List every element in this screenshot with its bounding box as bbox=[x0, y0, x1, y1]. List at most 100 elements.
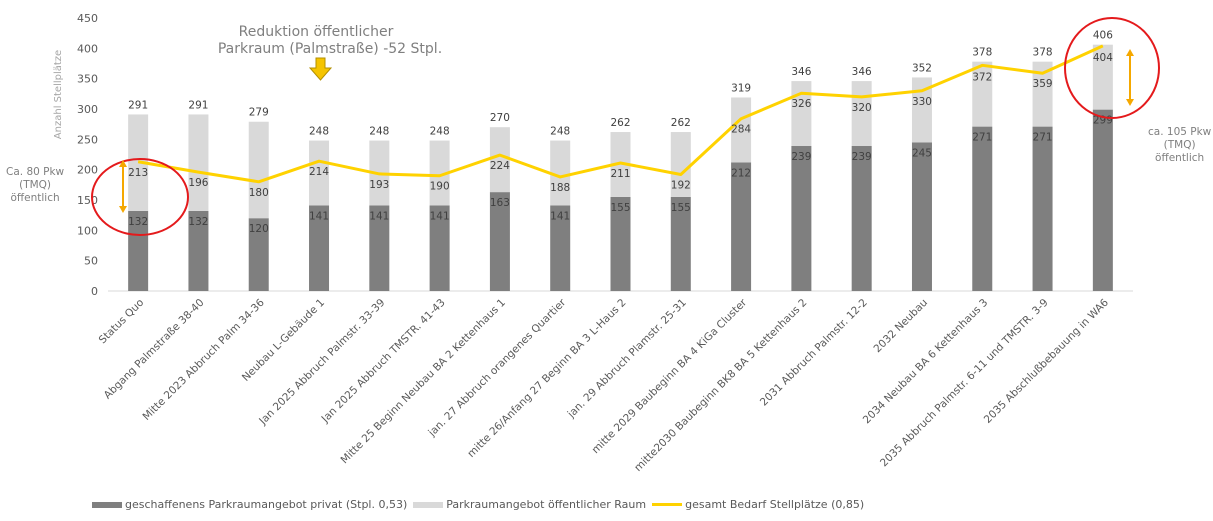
chart-legend: geschaffenens Parkraumangebot privat (St… bbox=[92, 498, 870, 511]
right-public-note: ca. 105 Pkw (TMQ) öffentlich bbox=[1148, 126, 1211, 165]
demand-label: 192 bbox=[671, 180, 691, 192]
bar-private bbox=[550, 205, 571, 291]
total-label: 346 bbox=[791, 66, 811, 78]
highlight-circle-left bbox=[91, 158, 189, 236]
total-label: 248 bbox=[550, 126, 570, 138]
bar-private bbox=[972, 126, 993, 292]
x-tick-label: 2031 Abbruch Palmstr. 12-2 bbox=[758, 297, 870, 409]
legend-label-private: geschaffenens Parkraumangebot privat (St… bbox=[125, 498, 408, 511]
y-tick-label: 200 bbox=[77, 164, 98, 177]
demand-label: 320 bbox=[852, 102, 872, 114]
total-label: 291 bbox=[188, 99, 208, 111]
bar-private bbox=[1032, 126, 1053, 292]
x-tick-label: Abgang Palmstraße 38-40 bbox=[102, 297, 207, 402]
bar-private bbox=[731, 162, 752, 291]
total-label: 262 bbox=[671, 117, 691, 129]
bar-private bbox=[610, 196, 631, 291]
demand-label: 211 bbox=[610, 168, 630, 180]
arrow-head-bottom bbox=[119, 206, 127, 213]
bar-private bbox=[791, 146, 812, 291]
y-tick-label: 350 bbox=[77, 73, 98, 86]
bar-public bbox=[550, 140, 571, 206]
bar-private bbox=[670, 196, 691, 291]
bar-private bbox=[851, 146, 872, 291]
reduction-text-line-2: Parkraum (Palmstraße) -52 Stpl. bbox=[218, 41, 442, 57]
bar-public bbox=[489, 127, 510, 193]
reduction-down-arrow bbox=[308, 57, 333, 81]
legend-item-private[interactable]: geschaffenens Parkraumangebot privat (St… bbox=[92, 498, 407, 511]
private-label: 141 bbox=[430, 210, 450, 222]
left-double-arrow bbox=[119, 160, 127, 213]
bar-private bbox=[489, 192, 510, 291]
demand-label: 372 bbox=[972, 71, 992, 83]
total-label: 319 bbox=[731, 82, 751, 94]
bar-private bbox=[188, 210, 209, 291]
bar-public bbox=[911, 77, 932, 143]
left-public-note: Ca. 80 Pkw (TMQ) öffentlich bbox=[6, 166, 64, 205]
bar-private bbox=[429, 205, 450, 291]
demand-label: 214 bbox=[309, 166, 329, 178]
y-axis-title: Anzahl Stellplätze bbox=[53, 50, 64, 139]
x-tick-label: jan. 27 Abbruch orangenes Quartier bbox=[425, 296, 568, 439]
x-tick-label: Status Quo bbox=[97, 297, 147, 347]
bar-public bbox=[1092, 44, 1113, 110]
total-label: 406 bbox=[1093, 30, 1113, 42]
y-tick-label: 50 bbox=[84, 255, 98, 268]
total-label: 346 bbox=[852, 66, 872, 78]
total-label: 352 bbox=[912, 62, 932, 74]
arrow-head-top bbox=[119, 160, 127, 167]
x-tick-label: 2034 Neubau BA 6 Kettenhaus 3 bbox=[861, 297, 991, 427]
total-label: 378 bbox=[1033, 47, 1053, 59]
bar-private bbox=[309, 205, 330, 291]
total-label: 378 bbox=[972, 47, 992, 59]
total-label: 279 bbox=[249, 107, 269, 119]
private-label: 239 bbox=[791, 151, 811, 163]
demand-label: 330 bbox=[912, 96, 932, 108]
x-tick-label: Jan 2025 Abbruch TMSTR. 41-43 bbox=[319, 297, 448, 426]
demand-label: 193 bbox=[369, 179, 389, 191]
private-label: 239 bbox=[852, 151, 872, 163]
private-label: 141 bbox=[550, 210, 570, 222]
right-note-line-1: ca. 105 Pkw bbox=[1148, 126, 1212, 138]
demand-label: 326 bbox=[791, 98, 811, 110]
x-tick-label: Mitte 2023 Abbruch Palm 34-36 bbox=[141, 296, 268, 423]
left-note-line-1: Ca. 80 Pkw bbox=[6, 166, 65, 178]
x-tick-label: 2035 Abschlußbebauung in WA6 bbox=[982, 296, 1111, 425]
demand-label: 224 bbox=[490, 160, 510, 172]
y-tick-label: 300 bbox=[77, 103, 98, 116]
total-label: 248 bbox=[309, 126, 329, 138]
demand-label: 213 bbox=[128, 167, 148, 179]
bar-public bbox=[309, 140, 330, 206]
private-label: 132 bbox=[128, 216, 148, 228]
bar-public bbox=[791, 81, 812, 147]
private-label: 132 bbox=[188, 216, 208, 228]
private-label: 271 bbox=[972, 132, 992, 144]
total-label: 291 bbox=[128, 99, 148, 111]
right-double-arrow bbox=[1126, 49, 1134, 106]
demand-label: 404 bbox=[1093, 52, 1113, 64]
legend-label-public: Parkraumangebot öffentlicher Raum bbox=[446, 498, 647, 511]
x-tick-label: Jan 2025 Abbruch Palmstr. 33-39 bbox=[256, 297, 387, 428]
private-label: 271 bbox=[1033, 132, 1053, 144]
demand-label: 188 bbox=[550, 182, 570, 194]
y-tick-label: 450 bbox=[77, 12, 98, 25]
demand-label: 180 bbox=[249, 187, 269, 199]
private-label: 141 bbox=[369, 210, 389, 222]
total-label: 248 bbox=[369, 126, 389, 138]
legend-item-demand[interactable]: gesamt Bedarf Stellplätze (0,85) bbox=[652, 498, 864, 511]
arrow-head-bottom bbox=[1126, 99, 1134, 106]
legend-item-public[interactable]: Parkraumangebot öffentlicher Raum bbox=[413, 498, 646, 511]
bar-private bbox=[248, 218, 269, 291]
demand-label: 196 bbox=[188, 177, 208, 189]
demand-label: 190 bbox=[430, 181, 450, 193]
y-tick-label: 0 bbox=[91, 285, 98, 298]
private-label: 245 bbox=[912, 147, 932, 159]
private-label: 212 bbox=[731, 167, 751, 179]
y-tick-label: 150 bbox=[77, 194, 98, 207]
bar-public bbox=[188, 114, 209, 211]
left-note-line-2: (TMQ) bbox=[19, 179, 52, 192]
private-label: 163 bbox=[490, 197, 510, 209]
reduction-text-line-1: Reduktion öffentlicher bbox=[239, 24, 394, 40]
bar-public bbox=[429, 140, 450, 206]
private-label: 141 bbox=[309, 210, 329, 222]
